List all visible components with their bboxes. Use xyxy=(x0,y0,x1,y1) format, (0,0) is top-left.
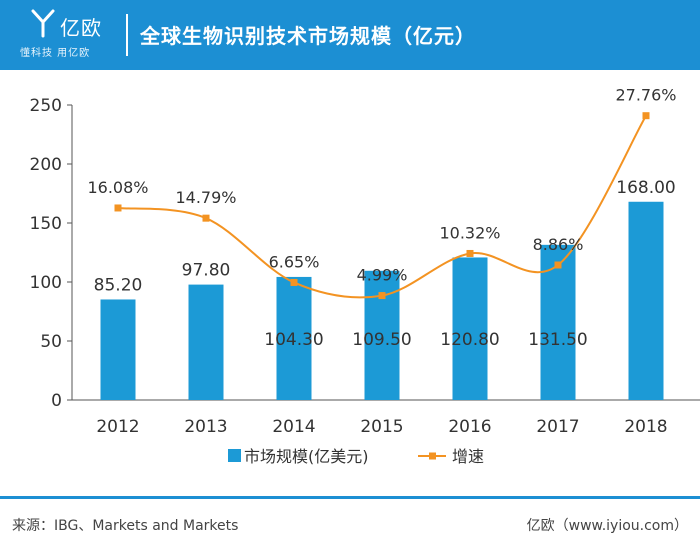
logo[interactable]: 亿欧 懂科技 用亿欧 xyxy=(20,6,115,64)
growth-point-2017 xyxy=(554,261,562,269)
growth-label-2013: 14.79% xyxy=(175,188,236,207)
bar-label-2012: 85.20 xyxy=(94,275,143,295)
x-tick-label-2012: 2012 xyxy=(96,417,139,437)
x-tick-label-2015: 2015 xyxy=(360,417,403,437)
growth-point-2018 xyxy=(642,112,650,120)
bar-2018 xyxy=(628,201,664,400)
y-tick-label: 100 xyxy=(30,273,62,293)
bar-label-2017: 131.50 xyxy=(528,330,587,350)
footer-divider xyxy=(0,496,700,499)
logo-slogan: 懂科技 用亿欧 xyxy=(20,48,91,59)
legend-marker-growth xyxy=(429,452,436,460)
footer-source: 来源：IBG、Markets and Markets xyxy=(12,518,239,534)
legend-swatch-market-size xyxy=(228,449,241,462)
bar-label-2014: 104.30 xyxy=(264,330,323,350)
header-bar: 亿欧 懂科技 用亿欧 全球生物识别技术市场规模（亿元） xyxy=(0,0,700,70)
legend-label-growth: 增速 xyxy=(452,447,484,466)
growth-point-2012 xyxy=(114,204,122,212)
footer-brand: 亿欧（www.iyiou.com） xyxy=(526,518,688,534)
page-title: 全球生物识别技术市场规模（亿元） xyxy=(140,24,476,48)
bar-2012 xyxy=(100,299,136,400)
x-tick-label-2016: 2016 xyxy=(448,417,491,437)
logo-name: 亿欧 xyxy=(60,16,102,40)
x-tick-label-2013: 2013 xyxy=(184,417,227,437)
y-tick-label: 0 xyxy=(51,391,62,411)
growth-label-2012: 16.08% xyxy=(87,178,148,197)
growth-label-2018: 27.76% xyxy=(615,86,676,105)
growth-label-2017: 8.86% xyxy=(533,235,584,254)
y-tick-label: 50 xyxy=(40,332,62,352)
chart: 0 50 100 150 200 250 2012 2013 2014 2015 2016 2017 2… xyxy=(30,86,700,466)
bar-2013 xyxy=(188,284,224,400)
y-tick-label: 200 xyxy=(30,155,62,175)
bar-label-2013: 97.80 xyxy=(182,261,231,281)
x-tick-label-2018: 2018 xyxy=(624,417,667,437)
growth-label-2015: 4.99% xyxy=(357,266,408,285)
legend-label-market-size: 市场规模(亿美元) xyxy=(244,447,369,466)
bar-2016 xyxy=(452,257,488,400)
growth-point-2016 xyxy=(466,249,474,257)
bar-label-2016: 120.80 xyxy=(440,330,499,350)
growth-point-2013 xyxy=(202,214,210,222)
header-divider xyxy=(126,14,128,56)
x-tick-label-2014: 2014 xyxy=(272,417,315,437)
growth-point-2015 xyxy=(378,292,386,300)
growth-point-2014 xyxy=(290,278,298,286)
x-tick-label-2017: 2017 xyxy=(536,417,579,437)
y-tick-label: 250 xyxy=(30,96,62,116)
y-tick-label: 150 xyxy=(30,214,62,234)
growth-label-2014: 6.65% xyxy=(269,252,320,271)
bar-2014 xyxy=(276,276,312,400)
growth-label-2016: 10.32% xyxy=(439,223,500,242)
bar-label-2015: 109.50 xyxy=(352,330,411,350)
logo-mark-icon xyxy=(31,9,55,38)
bar-label-2018: 168.00 xyxy=(616,178,675,198)
